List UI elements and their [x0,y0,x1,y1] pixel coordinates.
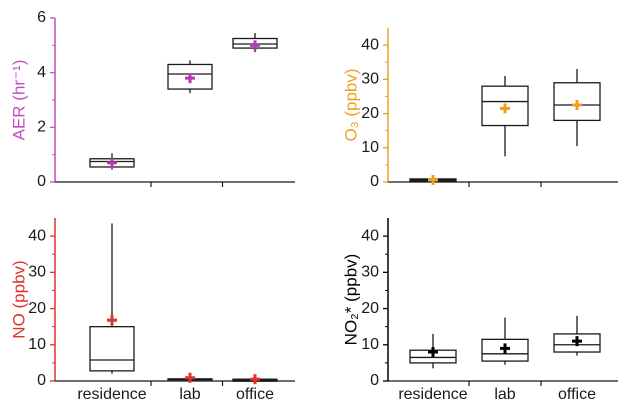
y-tick-label: 0 [37,372,46,389]
box-residence [89,153,135,170]
y-tick-label: 20 [361,300,379,317]
y-tick-label: 40 [361,227,379,244]
y-tick-label: 0 [37,173,46,190]
x-tick-label-residence: residence [77,386,146,403]
y-tick-label: 30 [361,71,379,88]
box-office [553,315,601,356]
box-residence [409,333,457,369]
y-tick-label: 2 [37,119,46,136]
panel-aer: 0 2 4 6 AER (hr⁻¹) [9,9,295,190]
box-residence [409,174,457,185]
box-residence [89,223,135,374]
box-iqr [89,326,135,372]
y-tick-label: 20 [28,300,46,317]
y-tick-label: 40 [28,227,46,244]
x-tick-label-lab: lab [494,386,515,403]
y-tick-label: 10 [361,336,379,353]
x-tick-label-lab: lab [179,386,200,403]
box-iqr [553,333,601,353]
y-tick-label: 30 [361,264,379,281]
y-axis-label: AER (hr⁻¹) [9,60,28,141]
y-tick-label: 0 [370,173,379,190]
y-axis-label: NO₂* (ppbv) [341,254,360,346]
y-axis-label: O₃ (ppbv) [341,68,360,141]
box-iqr [553,82,601,122]
box-iqr [481,338,529,362]
box-office [232,33,278,53]
y-tick-label: 30 [28,264,46,281]
box-office [553,69,601,147]
y-axis-label: NO (ppbv) [9,260,28,338]
y-tick-label: 10 [28,336,46,353]
box-lab [481,317,529,365]
box-iqr [167,63,213,90]
x-tick-label-office: office [236,386,274,403]
box-lab [167,60,213,94]
y-tick-label: 40 [361,36,379,53]
box-iqr [481,85,529,127]
y-tick-label: 10 [361,139,379,156]
box-lab [481,75,529,157]
x-tick-label-office: office [558,386,596,403]
y-tick-label: 0 [370,372,379,389]
x-tick-label-residence: residence [398,386,467,403]
y-tick-label: 4 [37,64,46,81]
y-tick-label: 6 [37,9,46,26]
box-office [232,374,278,385]
box-lab [167,372,213,383]
y-tick-label: 20 [361,105,379,122]
